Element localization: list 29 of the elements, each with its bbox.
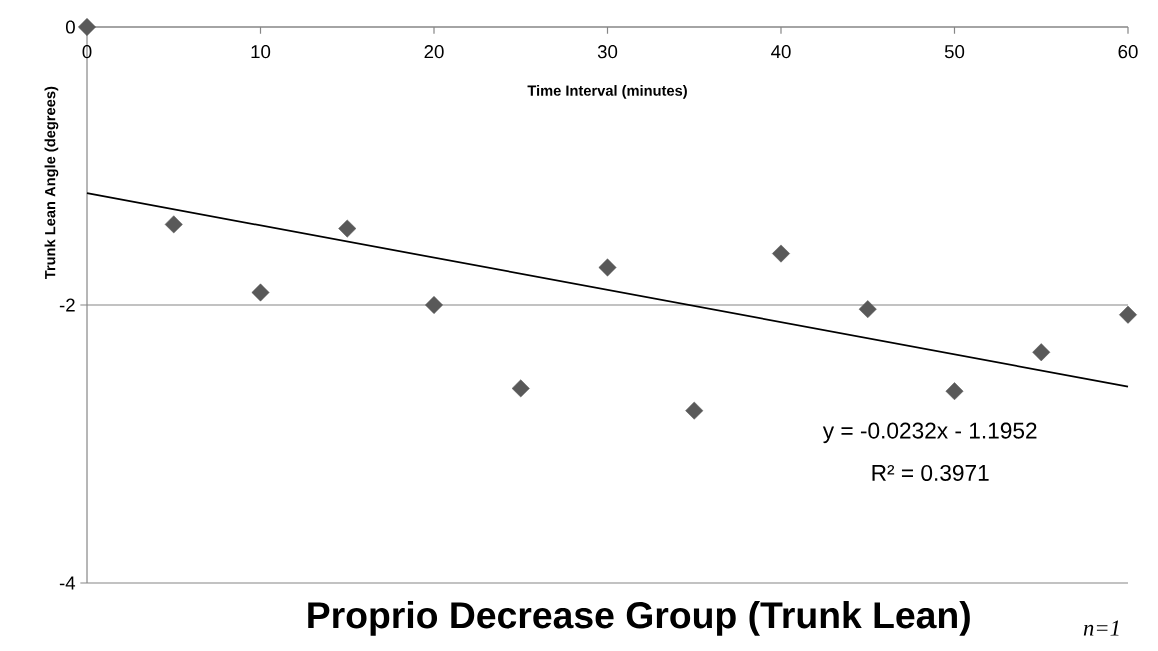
point xyxy=(78,18,96,36)
text: Proprio Decrease Group (Trunk Lean) xyxy=(308,601,970,636)
point xyxy=(685,401,704,420)
y-tick-label: -2 xyxy=(59,298,75,312)
y-tick-label: -4 xyxy=(59,576,76,590)
point xyxy=(598,258,617,277)
point xyxy=(511,379,530,398)
x-tick-label: 50 xyxy=(944,45,965,59)
y-axis-title: Trunk Lean Angle (degrees) xyxy=(44,86,59,280)
point xyxy=(858,300,877,319)
y-tick-label: 0 xyxy=(65,20,75,34)
annotation: y = -0.0232x - 1.1952 xyxy=(822,422,1037,444)
x-tick-label: 20 xyxy=(424,45,444,59)
x-tick-label: 10 xyxy=(251,45,271,59)
x-tick-label: 40 xyxy=(771,45,791,59)
point xyxy=(945,382,964,401)
x-axis-title: Time Interval (minutes) xyxy=(527,85,687,99)
text: n=1 xyxy=(1083,620,1119,636)
x-tick-label: 30 xyxy=(597,45,618,59)
annotation: R² = 0.3971 xyxy=(872,464,989,481)
point xyxy=(164,215,183,234)
point xyxy=(1119,305,1137,324)
point xyxy=(772,244,790,263)
point xyxy=(338,219,357,238)
x-tick-label: 0 xyxy=(82,45,92,59)
x-tick-label: 60 xyxy=(1118,45,1138,59)
point xyxy=(425,296,443,314)
point xyxy=(1032,343,1051,362)
point xyxy=(251,283,270,302)
